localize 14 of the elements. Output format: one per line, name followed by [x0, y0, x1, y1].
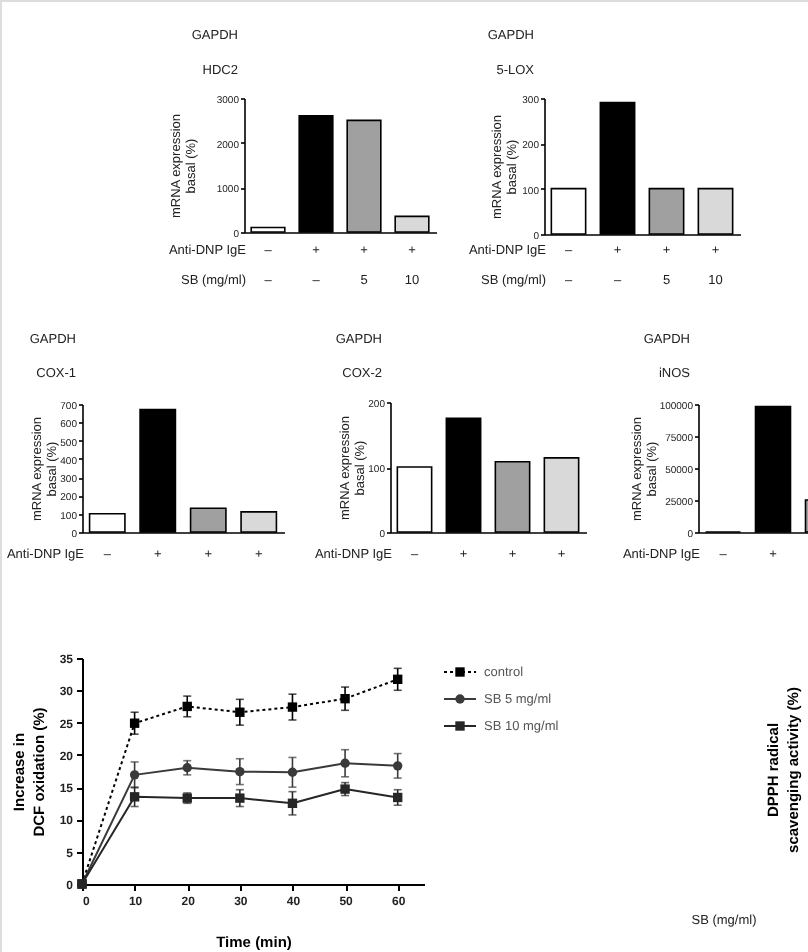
- point: [340, 758, 350, 768]
- point: [393, 761, 403, 771]
- point: [287, 702, 298, 712]
- point: [287, 767, 298, 777]
- point: [393, 674, 403, 684]
- point: [129, 718, 140, 728]
- point: [129, 770, 140, 780]
- point: [129, 792, 140, 802]
- point: [235, 707, 245, 717]
- point: [287, 798, 298, 808]
- point: [235, 793, 245, 803]
- point: [235, 766, 245, 777]
- point: [182, 701, 192, 712]
- point: [340, 693, 350, 704]
